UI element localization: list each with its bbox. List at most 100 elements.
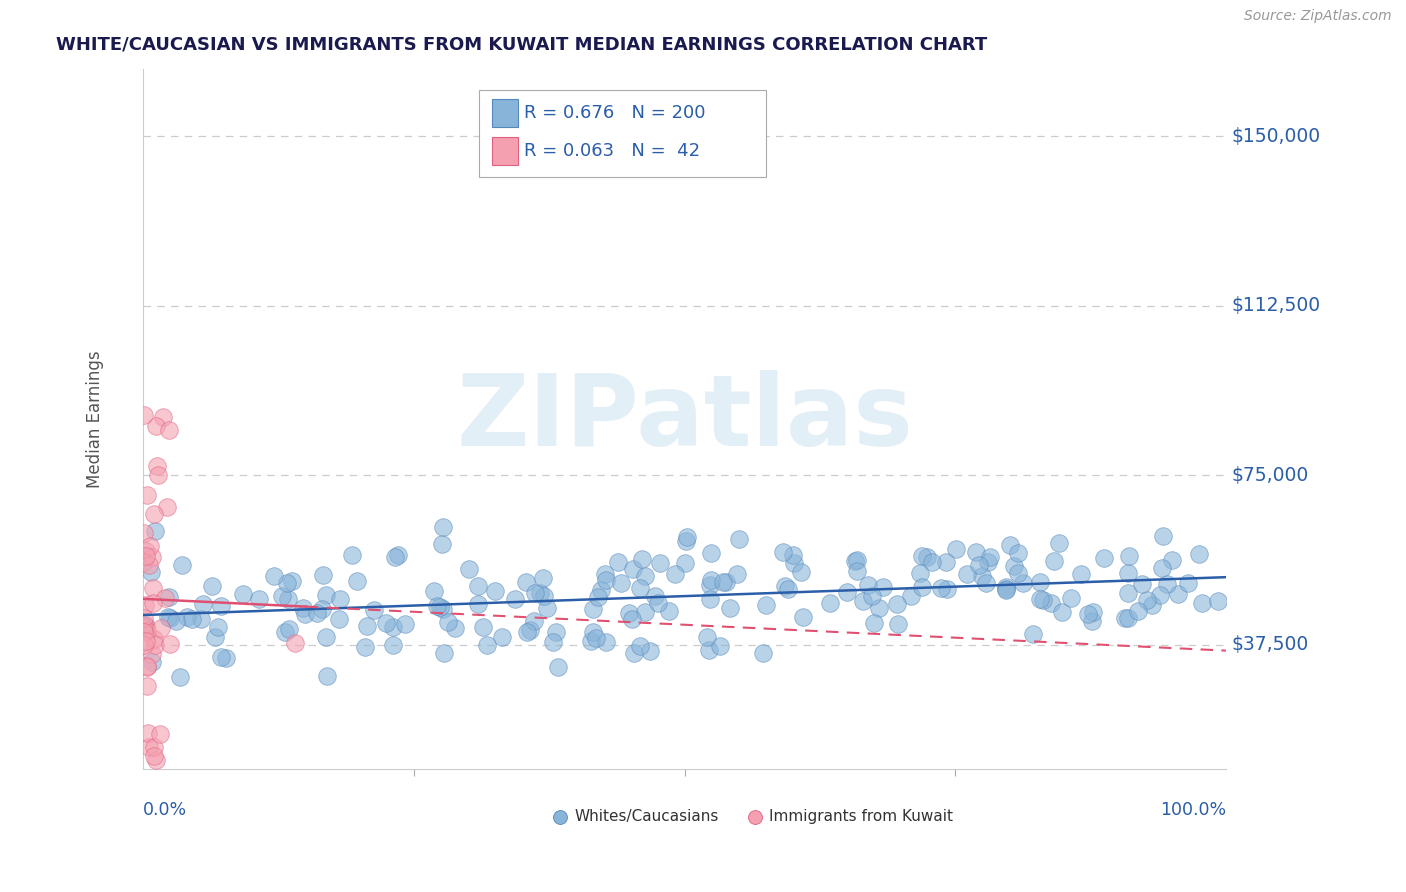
Point xyxy=(868,601,890,615)
Point xyxy=(856,578,879,592)
Point xyxy=(1032,592,1054,607)
Point xyxy=(908,566,931,581)
Point xyxy=(134,617,156,632)
Point xyxy=(1156,576,1178,591)
Point xyxy=(429,600,451,615)
Point xyxy=(432,646,454,660)
Point xyxy=(315,588,337,602)
Point xyxy=(138,739,160,754)
Point xyxy=(375,616,398,631)
Point xyxy=(755,598,778,612)
Text: R = 0.063   N =  42: R = 0.063 N = 42 xyxy=(524,142,700,160)
Point xyxy=(141,549,163,564)
Point xyxy=(1114,611,1136,625)
Point xyxy=(135,659,157,673)
Point xyxy=(169,669,191,683)
Point xyxy=(143,632,166,646)
Point xyxy=(935,582,957,596)
Point xyxy=(547,660,569,674)
Point xyxy=(394,616,416,631)
Point xyxy=(623,646,645,660)
Point xyxy=(998,538,1021,552)
Point xyxy=(315,630,337,644)
Point xyxy=(886,616,908,631)
Point xyxy=(311,601,333,615)
Point xyxy=(752,646,775,660)
Point xyxy=(491,630,513,644)
Point xyxy=(700,574,723,588)
Point xyxy=(1191,596,1213,610)
Point xyxy=(291,600,314,615)
Point xyxy=(141,647,163,661)
Point xyxy=(516,625,538,640)
Point xyxy=(165,615,187,629)
Point xyxy=(432,520,454,534)
Point xyxy=(284,636,307,650)
Point xyxy=(1116,566,1139,580)
Point xyxy=(176,610,198,624)
Point xyxy=(340,549,363,563)
Point xyxy=(138,540,160,554)
Point xyxy=(675,530,697,544)
Point xyxy=(146,468,169,483)
Point xyxy=(153,591,176,605)
Text: Source: ZipAtlas.com: Source: ZipAtlas.com xyxy=(1244,9,1392,23)
Point xyxy=(818,596,841,610)
Point xyxy=(1167,587,1189,601)
Point xyxy=(515,575,537,590)
Point xyxy=(673,556,696,570)
Point xyxy=(381,620,404,634)
Point xyxy=(467,598,489,612)
Point xyxy=(664,567,686,582)
Text: Whites/Caucasians: Whites/Caucasians xyxy=(574,809,718,824)
Point xyxy=(193,597,215,611)
Point xyxy=(329,591,352,606)
Point xyxy=(718,601,741,615)
Point xyxy=(1092,550,1115,565)
Point xyxy=(315,669,337,683)
Point xyxy=(136,624,159,638)
Point xyxy=(145,419,167,434)
Point xyxy=(790,565,813,579)
Point xyxy=(170,558,193,572)
Point xyxy=(139,566,162,580)
Point xyxy=(716,574,738,589)
Point xyxy=(1043,554,1066,568)
Point xyxy=(845,553,868,567)
Point xyxy=(1012,576,1035,591)
Point xyxy=(135,619,157,633)
Point xyxy=(593,567,616,582)
Point xyxy=(994,580,1017,594)
Point xyxy=(472,619,495,633)
Point xyxy=(1161,553,1184,567)
Text: 0.0%: 0.0% xyxy=(143,801,187,819)
Point xyxy=(1050,605,1073,619)
Point xyxy=(143,748,166,763)
Text: ZIPatlas: ZIPatlas xyxy=(457,370,912,467)
Point xyxy=(696,630,718,644)
Point xyxy=(977,555,1000,569)
Point xyxy=(772,545,794,559)
Point xyxy=(579,634,602,648)
Point xyxy=(1150,561,1173,575)
Point xyxy=(457,562,479,576)
Point xyxy=(437,615,460,629)
Point xyxy=(363,602,385,616)
Point xyxy=(778,582,800,597)
Point xyxy=(157,590,180,604)
Text: 100.0%: 100.0% xyxy=(1160,801,1226,819)
Point xyxy=(863,615,886,630)
Point xyxy=(135,544,157,558)
Point xyxy=(921,555,943,569)
Point xyxy=(915,550,938,565)
Point xyxy=(381,638,404,652)
Point xyxy=(432,537,454,551)
Point xyxy=(658,604,681,618)
Point xyxy=(1081,605,1104,619)
Point xyxy=(134,611,156,625)
Point xyxy=(1152,529,1174,543)
Point xyxy=(1116,611,1139,625)
Point xyxy=(149,727,172,741)
Point xyxy=(711,575,734,590)
Text: WHITE/CAUCASIAN VS IMMIGRANTS FROM KUWAIT MEDIAN EARNINGS CORRELATION CHART: WHITE/CAUCASIAN VS IMMIGRANTS FROM KUWAI… xyxy=(56,36,987,54)
